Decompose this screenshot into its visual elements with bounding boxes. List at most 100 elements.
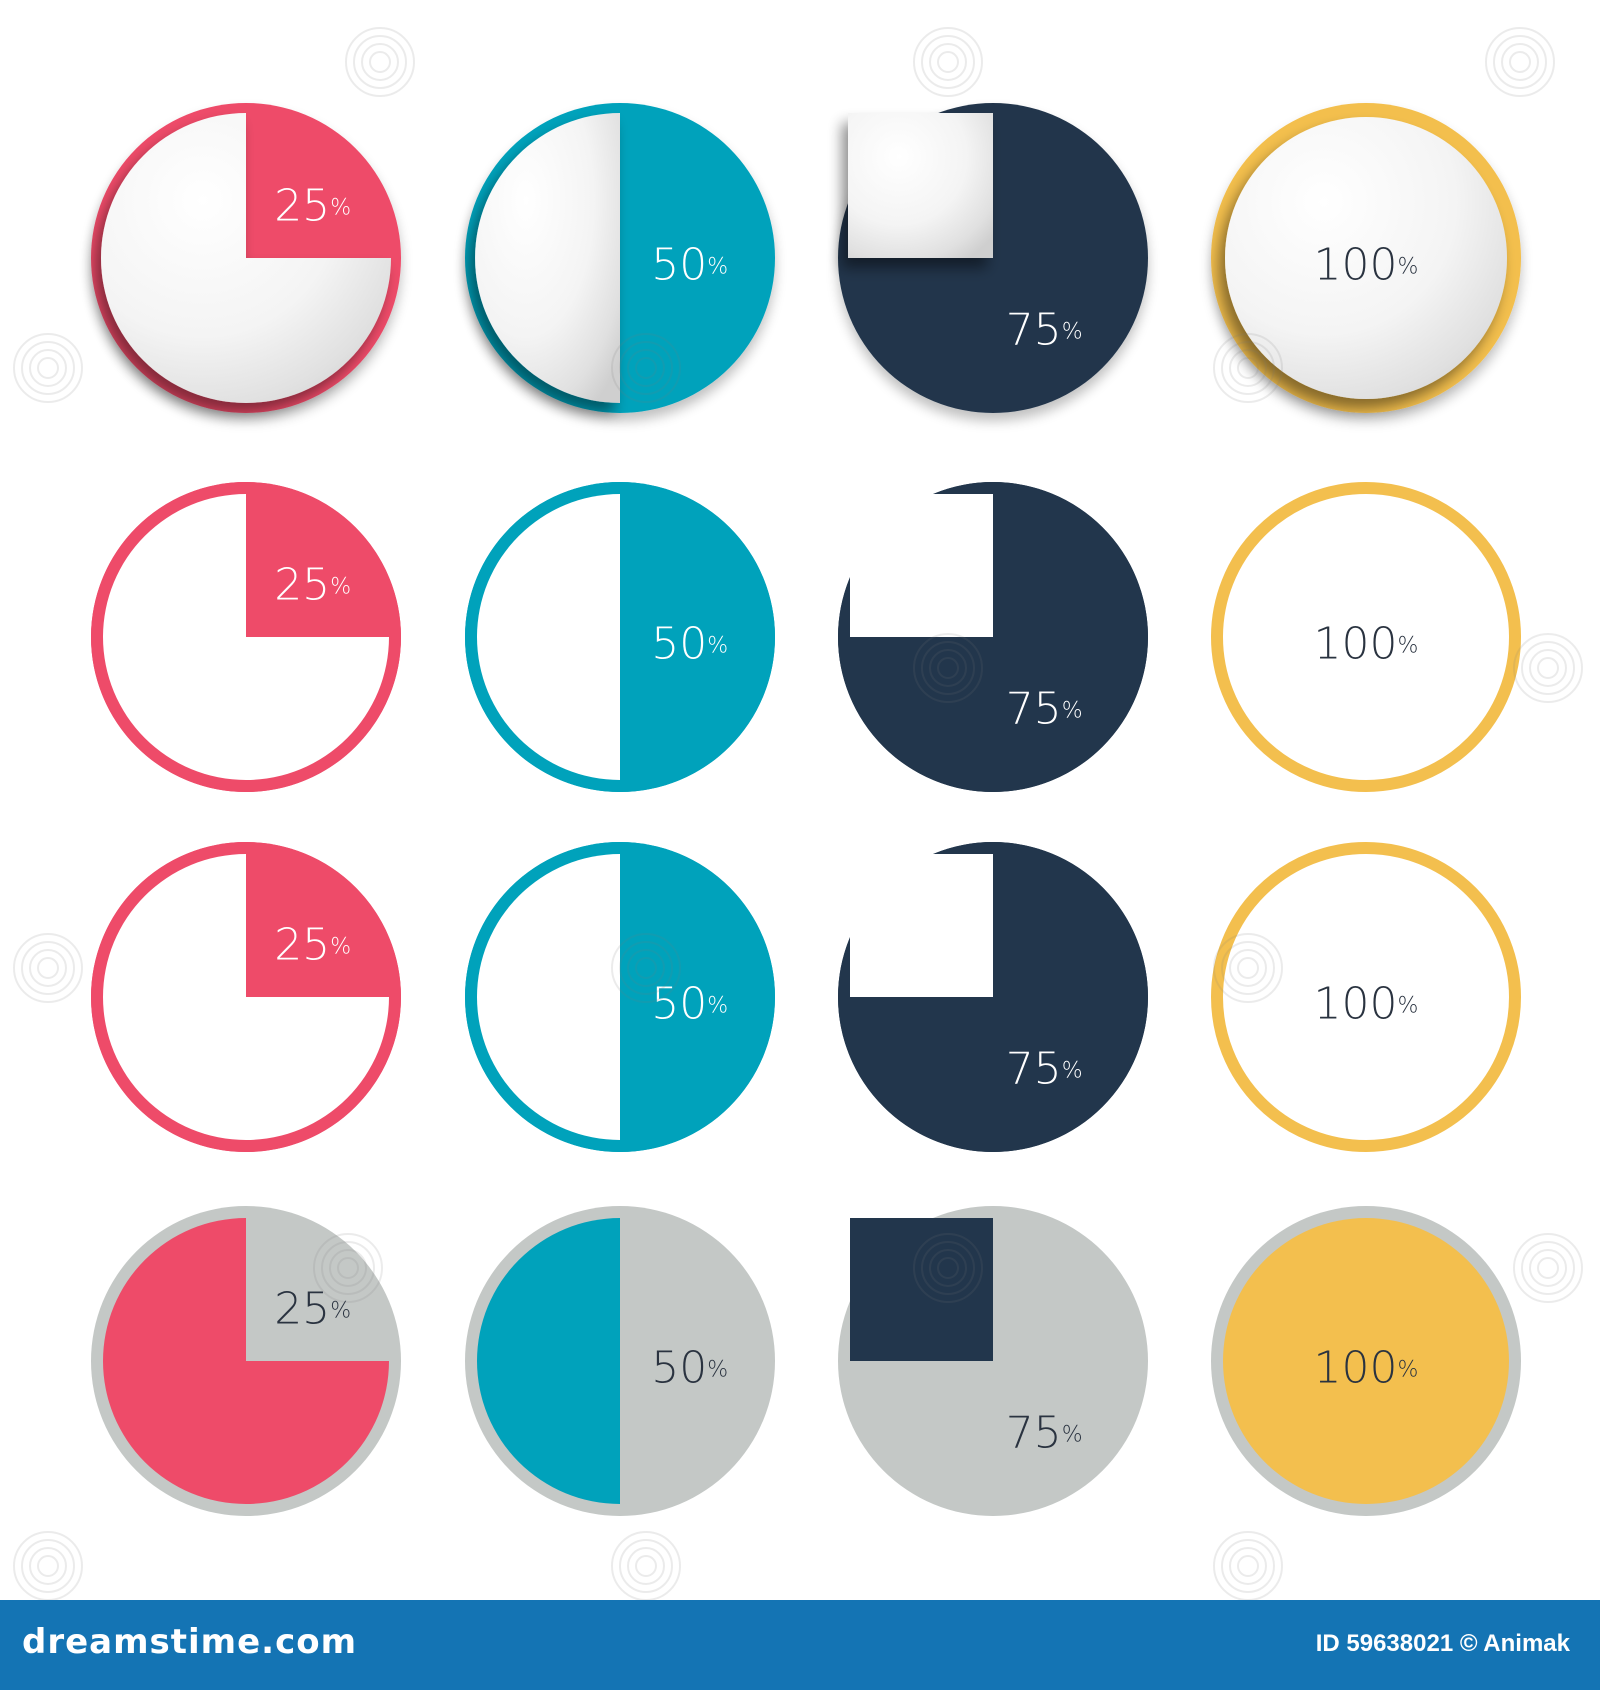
pie-flat-ring-75: 75% [838, 482, 1148, 792]
watermark-spiral-ring [13, 333, 83, 403]
image-id-text: ID 59638021 © Animak [1315, 1630, 1570, 1657]
pie-empty-slice [475, 113, 620, 403]
pie-value-label: 100% [1314, 978, 1419, 1029]
watermark-spiral-icon [345, 27, 415, 97]
pie-value-number: 50 [651, 978, 707, 1029]
watermark-spiral-icon [1213, 1531, 1283, 1600]
watermark-spiral-ring [913, 27, 983, 97]
pie-value-unit: % [1398, 993, 1419, 1018]
watermark-spiral-ring [937, 1257, 959, 1279]
watermark-spiral-ring [635, 957, 657, 979]
pie-value-unit: % [707, 633, 728, 658]
pie-empty-slice [477, 854, 620, 1140]
pie-value-number: 25 [274, 1283, 330, 1334]
watermark-spiral-icon [1513, 633, 1583, 703]
watermark-spiral-ring [1229, 949, 1267, 987]
watermark-spiral-icon [313, 1233, 383, 1303]
watermark-spiral-ring [1229, 1547, 1267, 1585]
pie-flat-ring-100: 100% [1211, 842, 1521, 1152]
watermark-spiral-ring [921, 35, 975, 89]
pie-empty-slice [850, 494, 993, 637]
pie-flat-ring-75: 75% [838, 842, 1148, 1152]
pie-value-unit: % [707, 1357, 728, 1382]
pie-empty-slice [101, 113, 391, 403]
watermark-spiral-icon [611, 933, 681, 1003]
watermark-spiral-ring [1221, 1539, 1275, 1593]
pie-value-label: 50% [651, 978, 728, 1029]
watermark-logos [13, 27, 1583, 1600]
watermark-spiral-ring [313, 1233, 383, 1303]
watermark-spiral-ring [21, 341, 75, 395]
watermark-spiral-ring [627, 1547, 665, 1585]
watermark-spiral-ring [1493, 35, 1547, 89]
pie-value-unit: % [330, 1298, 351, 1323]
watermark-spiral-ring [619, 941, 673, 995]
watermark-spiral-ring [1521, 1241, 1575, 1295]
watermark-spiral-icon [1213, 933, 1283, 1003]
watermark-spiral-ring [611, 933, 681, 1003]
pie-chart-grid: 25%50%75%100%25%50%75%100%25%50%75%100%2… [13, 27, 1583, 1600]
pie-value-number: 75 [1006, 1043, 1062, 1094]
watermark-spiral-ring [1529, 649, 1567, 687]
pie-filled-slice [850, 1218, 993, 1361]
watermark-spiral-ring [1237, 1555, 1259, 1577]
watermark-spiral-ring [1537, 1257, 1559, 1279]
pie-empty-slice [103, 854, 389, 1140]
pie-gray-inverse-100: 100% [1211, 1206, 1521, 1516]
pie-value-unit: % [330, 195, 351, 220]
watermark-spiral-icon [13, 1531, 83, 1600]
pie-value-unit: % [330, 934, 351, 959]
pie-value-number: 25 [274, 919, 330, 970]
watermark-spiral-ring [1537, 657, 1559, 679]
pie-value-number: 75 [1006, 1407, 1062, 1458]
watermark-spiral-ring [913, 633, 983, 703]
pie-value-label: 75% [1006, 683, 1083, 734]
watermark-spiral-ring [1513, 1233, 1583, 1303]
watermark-spiral-ring [21, 941, 75, 995]
watermark-spiral-ring [13, 1531, 83, 1600]
watermark-spiral-ring [345, 27, 415, 97]
watermark-spiral-icon [611, 333, 681, 403]
pie-value-number: 75 [1006, 683, 1062, 734]
pie-empty-slice [477, 494, 620, 780]
watermark-spiral-ring [1485, 27, 1555, 97]
pie-empty-slice [850, 854, 993, 997]
watermark-spiral-ring [937, 657, 959, 679]
watermark-spiral-ring [619, 341, 673, 395]
pie-value-number: 25 [274, 180, 330, 231]
pie-value-label: 25% [274, 180, 351, 231]
watermark-spiral-icon [913, 633, 983, 703]
watermark-spiral-ring [1237, 957, 1259, 979]
watermark-spiral-icon [913, 27, 983, 97]
watermark-spiral-ring [29, 349, 67, 387]
pie-value-number: 25 [274, 559, 330, 610]
pie-flat-ring-25: 25% [91, 482, 401, 792]
watermark-spiral-icon [1513, 1233, 1583, 1303]
pie-value-number: 100 [1314, 239, 1398, 290]
pie-value-number: 100 [1314, 978, 1398, 1029]
pie-empty-slice [848, 113, 993, 258]
pie-flat-ring-100: 100% [1211, 482, 1521, 792]
watermark-spiral-ring [1229, 349, 1267, 387]
pie-ring [1211, 482, 1521, 792]
watermark-spiral-ring [1221, 341, 1275, 395]
pie-value-number: 75 [1006, 304, 1062, 355]
watermark-spiral-ring [611, 1531, 681, 1600]
watermark-spiral-icon [611, 1531, 681, 1600]
watermark-spiral-ring [913, 1233, 983, 1303]
watermark-spiral-ring [937, 51, 959, 73]
watermark-spiral-ring [929, 1249, 967, 1287]
watermark-spiral-ring [353, 35, 407, 89]
watermark-spiral-ring [921, 1241, 975, 1295]
pie-filled-slice [1223, 1218, 1509, 1504]
pie-value-label: 25% [274, 1283, 351, 1334]
pie-value-number: 100 [1314, 618, 1398, 669]
pie-value-number: 50 [651, 239, 707, 290]
pie-value-label: 75% [1006, 1407, 1083, 1458]
watermark-spiral-ring [37, 357, 59, 379]
watermark-spiral-ring [1529, 1249, 1567, 1287]
pie-filled-slice [477, 1218, 620, 1504]
watermark-spiral-icon [13, 933, 83, 1003]
watermark-spiral-ring [321, 1241, 375, 1295]
pie-gray-inverse-75: 75% [838, 1206, 1148, 1516]
